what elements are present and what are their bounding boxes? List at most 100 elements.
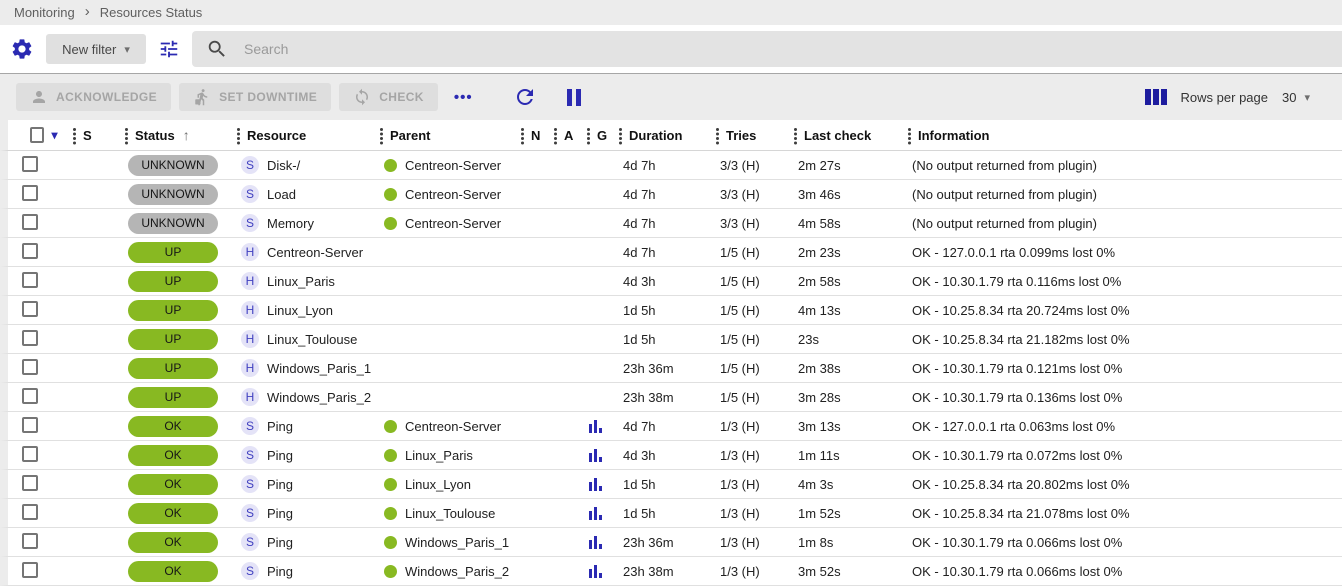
rows-per-page-select[interactable]: 30 ▾ <box>1282 90 1310 105</box>
edit-columns-icon[interactable] <box>1144 89 1167 105</box>
drag-handle-icon[interactable] <box>237 127 240 144</box>
row-checkbox[interactable] <box>22 387 38 404</box>
table-row[interactable]: OK S Ping Centreon-Server 4d 7h 1/3 (H) … <box>0 412 1342 441</box>
row-checkbox[interactable] <box>22 503 38 520</box>
select-all-checkbox[interactable] <box>30 127 44 143</box>
column-header-status[interactable]: Status ↑ <box>117 127 229 144</box>
column-header-severity[interactable]: S <box>65 127 117 144</box>
check-button[interactable]: CHECK <box>339 83 438 111</box>
resource-name[interactable]: Memory <box>267 215 314 231</box>
table-row[interactable]: OK S Ping Linux_Paris 4d 3h 1/3 (H) 1m 1… <box>0 441 1342 470</box>
acknowledge-button[interactable]: ACKNOWLEDGE <box>16 83 172 111</box>
row-checkbox[interactable] <box>22 213 38 230</box>
graph-icon[interactable] <box>589 477 602 491</box>
resource-name[interactable]: Linux_Toulouse <box>267 331 358 347</box>
resource-name[interactable]: Linux_Lyon <box>267 302 334 318</box>
filter-settings-gear-icon[interactable] <box>10 37 34 61</box>
table-row[interactable]: UP H Windows_Paris_2 23h 38m 1/5 (H) 3m … <box>0 383 1342 412</box>
parent-name[interactable]: Centreon-Server <box>405 157 502 173</box>
filter-tune-icon[interactable] <box>158 38 180 60</box>
row-checkbox[interactable] <box>22 155 38 172</box>
parent-name[interactable]: Linux_Lyon <box>405 476 472 492</box>
resource-name[interactable]: Linux_Paris <box>267 273 335 289</box>
graph-icon[interactable] <box>589 535 602 549</box>
row-checkbox[interactable] <box>22 242 38 259</box>
new-filter-dropdown[interactable]: New filter ▾ <box>46 34 146 64</box>
column-header-tries[interactable]: Tries <box>708 127 786 144</box>
column-header-duration[interactable]: Duration <box>611 127 708 144</box>
row-checkbox[interactable] <box>22 561 38 578</box>
drag-handle-icon[interactable] <box>521 127 524 144</box>
resource-name[interactable]: Disk-/ <box>267 157 301 173</box>
table-row[interactable]: UP H Linux_Paris 4d 3h 1/5 (H) 2m 58s OK… <box>0 267 1342 296</box>
column-header-resource[interactable]: Resource <box>229 127 372 144</box>
refresh-button[interactable] <box>507 84 543 110</box>
resource-name[interactable]: Ping <box>267 476 294 492</box>
table-row[interactable]: UP H Linux_Toulouse 1d 5h 1/5 (H) 23s OK… <box>0 325 1342 354</box>
row-checkbox[interactable] <box>22 445 38 462</box>
drag-handle-icon[interactable] <box>587 127 590 144</box>
row-checkbox[interactable] <box>22 474 38 491</box>
parent-status-dot-icon <box>384 216 397 230</box>
drag-handle-icon[interactable] <box>619 127 622 144</box>
drag-handle-icon[interactable] <box>380 127 383 144</box>
resource-name[interactable]: Centreon-Server <box>267 244 364 260</box>
parent-name[interactable]: Centreon-Server <box>405 418 502 434</box>
parent-name[interactable]: Windows_Paris_1 <box>405 534 510 550</box>
table-row[interactable]: OK S Ping Windows_Paris_1 23h 36m 1/3 (H… <box>0 528 1342 557</box>
resource-name[interactable]: Ping <box>267 534 294 550</box>
table-row[interactable]: OK S Ping Windows_Paris_2 23h 38m 1/3 (H… <box>0 557 1342 586</box>
column-header-information[interactable]: Information <box>900 127 1342 144</box>
resource-name[interactable]: Windows_Paris_1 <box>267 360 372 376</box>
pause-button[interactable] <box>561 88 587 107</box>
column-header-notes[interactable]: N <box>513 127 546 144</box>
column-header-last-check[interactable]: Last check <box>786 127 900 144</box>
table-row[interactable]: UP H Linux_Lyon 1d 5h 1/5 (H) 4m 13s OK … <box>0 296 1342 325</box>
more-actions-button[interactable]: ••• <box>448 88 479 107</box>
column-header-parent[interactable]: Parent <box>372 127 513 144</box>
parent-name[interactable]: Linux_Paris <box>405 447 473 463</box>
parent-name[interactable]: Windows_Paris_2 <box>405 563 510 579</box>
row-checkbox[interactable] <box>22 329 38 346</box>
resource-name[interactable]: Load <box>267 186 296 202</box>
table-row[interactable]: UNKNOWN S Disk-/ Centreon-Server 4d 7h 3… <box>0 151 1342 180</box>
column-header-action[interactable]: A <box>546 127 579 144</box>
parent-name[interactable]: Linux_Toulouse <box>405 505 496 521</box>
row-checkbox[interactable] <box>22 416 38 433</box>
graph-icon[interactable] <box>589 506 602 520</box>
resource-name[interactable]: Ping <box>267 418 294 434</box>
resource-name[interactable]: Ping <box>267 447 294 463</box>
drag-handle-icon[interactable] <box>908 127 911 144</box>
row-checkbox[interactable] <box>22 358 38 375</box>
drag-handle-icon[interactable] <box>125 127 128 144</box>
column-header-graph[interactable]: G <box>579 127 611 144</box>
sort-ascending-icon[interactable]: ↑ <box>182 127 190 143</box>
row-checkbox[interactable] <box>22 184 38 201</box>
resource-name[interactable]: Ping <box>267 563 294 579</box>
table-row[interactable]: UNKNOWN S Memory Centreon-Server 4d 7h 3… <box>0 209 1342 238</box>
search-input[interactable] <box>242 40 924 58</box>
drag-handle-icon[interactable] <box>716 127 719 144</box>
breadcrumb-item-resources-status[interactable]: Resources Status <box>99 5 203 20</box>
resource-name[interactable]: Windows_Paris_2 <box>267 389 372 405</box>
set-downtime-button[interactable]: SET DOWNTIME <box>179 83 332 111</box>
graph-icon[interactable] <box>589 419 602 433</box>
graph-icon[interactable] <box>589 564 602 578</box>
table-row[interactable]: OK S Ping Linux_Toulouse 1d 5h 1/3 (H) 1… <box>0 499 1342 528</box>
select-menu-caret[interactable]: ▾ <box>51 128 58 142</box>
row-checkbox[interactable] <box>22 271 38 288</box>
drag-handle-icon[interactable] <box>73 127 76 144</box>
table-row[interactable]: UP H Windows_Paris_1 23h 36m 1/5 (H) 2m … <box>0 354 1342 383</box>
graph-icon[interactable] <box>589 448 602 462</box>
drag-handle-icon[interactable] <box>794 127 797 144</box>
resource-name[interactable]: Ping <box>267 505 294 521</box>
drag-handle-icon[interactable] <box>554 127 557 144</box>
table-row[interactable]: UP H Centreon-Server 4d 7h 1/5 (H) 2m 23… <box>0 238 1342 267</box>
table-row[interactable]: UNKNOWN S Load Centreon-Server 4d 7h 3/3… <box>0 180 1342 209</box>
parent-name[interactable]: Centreon-Server <box>405 186 502 202</box>
row-checkbox[interactable] <box>22 300 38 317</box>
table-row[interactable]: OK S Ping Linux_Lyon 1d 5h 1/3 (H) 4m 3s… <box>0 470 1342 499</box>
parent-name[interactable]: Centreon-Server <box>405 215 502 231</box>
breadcrumb-item-monitoring[interactable]: Monitoring <box>14 5 75 20</box>
row-checkbox[interactable] <box>22 532 38 549</box>
